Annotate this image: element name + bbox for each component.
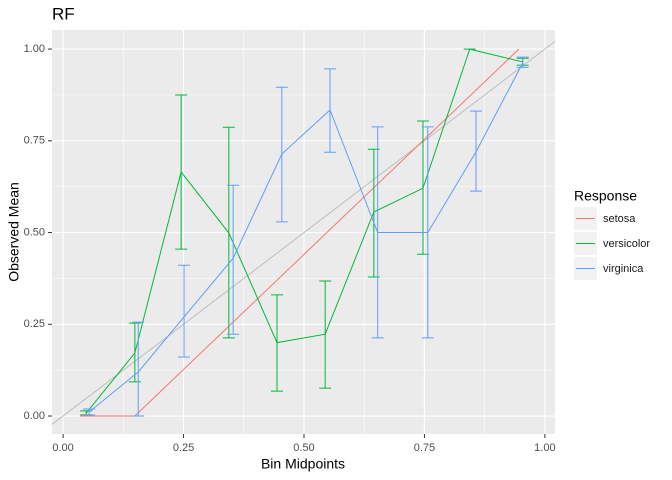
legend-title: Response: [574, 188, 637, 204]
reference-line: [51, 40, 556, 425]
error-bar: [516, 56, 529, 68]
x-tick-label: 0.00: [52, 442, 73, 454]
x-tick-label: 0.50: [293, 442, 314, 454]
y-tick-label: 0.00: [24, 410, 45, 422]
legend-label: virginica: [603, 263, 644, 275]
y-tick-label: 0.25: [24, 318, 45, 330]
y-axis-label: Observed Mean: [6, 182, 22, 282]
x-tick-label: 0.25: [173, 442, 194, 454]
legend-label: setosa: [603, 213, 636, 225]
x-axis-label: Bin Midpoints: [261, 456, 345, 472]
y-tick-label: 0.75: [24, 135, 45, 147]
y-tick-label: 1.00: [24, 43, 45, 55]
legend-label: versicolor: [603, 238, 650, 250]
error-bar: [132, 321, 145, 417]
error-bar: [178, 264, 191, 358]
y-tick-label: 0.50: [24, 226, 45, 238]
error-bar: [227, 184, 240, 335]
chart-title: RF: [52, 4, 75, 23]
series-line: [85, 48, 523, 414]
x-tick-label: 1.00: [534, 442, 555, 454]
series-line: [88, 62, 524, 413]
x-tick-label: 0.75: [414, 442, 435, 454]
